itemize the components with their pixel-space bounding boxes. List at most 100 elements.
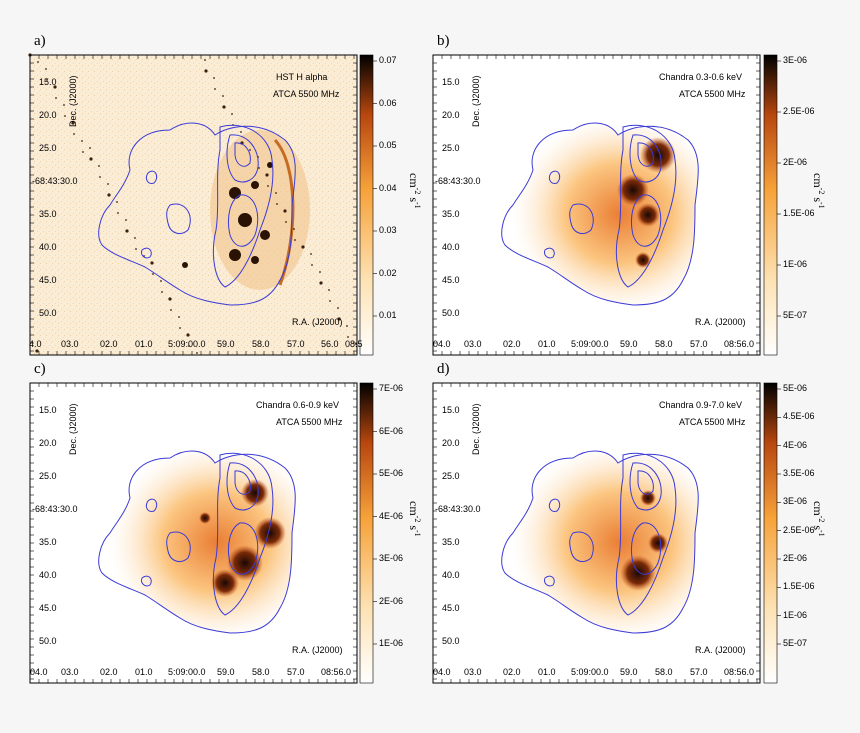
- star: [168, 297, 172, 301]
- plot-frame: [432, 382, 761, 684]
- star: [179, 327, 181, 329]
- xray-hotspot: [211, 569, 239, 597]
- radio-contour: [630, 194, 662, 247]
- star: [134, 237, 136, 239]
- star: [186, 333, 190, 337]
- panel-d: [432, 382, 761, 684]
- halpha-knot: [260, 230, 270, 240]
- star: [55, 97, 57, 99]
- star: [240, 131, 242, 133]
- star: [63, 104, 65, 106]
- star: [301, 245, 305, 249]
- star: [283, 209, 287, 213]
- colorbar: [359, 382, 374, 684]
- star: [73, 133, 75, 135]
- star: [99, 176, 101, 178]
- halpha-knot: [182, 262, 188, 268]
- star: [188, 345, 190, 347]
- xray-hotspot: [635, 252, 651, 268]
- star: [328, 289, 330, 291]
- radio-contour: [226, 462, 259, 511]
- radio-contour: [629, 462, 662, 511]
- radio-contour: [629, 134, 662, 183]
- xray-hotspot: [636, 203, 660, 227]
- star: [150, 261, 154, 265]
- star: [196, 352, 198, 354]
- star: [45, 68, 47, 70]
- halpha-emission: [210, 130, 310, 290]
- star: [276, 203, 278, 205]
- halpha-knot: [251, 256, 259, 264]
- star: [135, 248, 137, 250]
- star: [170, 309, 172, 311]
- star: [222, 105, 226, 109]
- star: [265, 173, 269, 177]
- halpha-knot: [238, 213, 252, 227]
- star: [160, 280, 162, 282]
- star: [275, 192, 277, 194]
- star: [355, 343, 357, 345]
- star: [46, 79, 48, 81]
- xray-hotspot: [648, 533, 668, 553]
- halpha-knot: [229, 249, 241, 261]
- radio-contour: [548, 170, 561, 184]
- star: [204, 69, 208, 73]
- radio-contour: [212, 452, 274, 616]
- star: [53, 85, 57, 89]
- star: [285, 221, 287, 223]
- xray-hotspot: [620, 555, 656, 591]
- radio-contour-outer: [98, 122, 296, 306]
- star: [125, 219, 127, 221]
- star: [214, 88, 216, 90]
- radio-contour: [227, 194, 259, 247]
- radio-contour: [212, 124, 274, 288]
- radio-contour: [141, 247, 152, 259]
- star: [71, 121, 75, 125]
- radio-contour: [141, 575, 152, 587]
- star: [35, 349, 39, 353]
- star: [64, 115, 66, 117]
- star: [337, 307, 339, 309]
- star: [319, 271, 321, 273]
- colorbar: [763, 382, 778, 684]
- star: [249, 149, 251, 151]
- star: [89, 157, 93, 161]
- radio-contour: [569, 203, 594, 234]
- radio-contour: [548, 498, 561, 512]
- radio-contour: [234, 470, 251, 495]
- star: [311, 264, 313, 266]
- star: [329, 300, 331, 302]
- star: [213, 77, 215, 79]
- halpha-knot: [229, 187, 241, 199]
- colorbar: [763, 54, 778, 356]
- star: [89, 147, 91, 149]
- star: [294, 239, 296, 241]
- xray-hotspot: [254, 517, 286, 549]
- radio-contour: [615, 124, 677, 288]
- xray-hotspot: [617, 174, 649, 206]
- panel-c: [29, 382, 358, 684]
- radio-contour: [145, 498, 158, 512]
- star: [231, 113, 233, 115]
- star: [319, 281, 323, 285]
- plot-frame: [29, 382, 358, 684]
- radio-contour: [166, 531, 191, 562]
- radio-contour: [569, 531, 594, 562]
- radio-contour: [637, 142, 654, 167]
- xray-hotspot: [199, 512, 211, 524]
- radio-contour: [226, 134, 259, 183]
- panel-b: [432, 54, 761, 356]
- star: [152, 273, 154, 275]
- star: [222, 95, 224, 97]
- radio-contour: [544, 247, 555, 259]
- radio-contour: [637, 470, 654, 495]
- star: [267, 185, 269, 187]
- star: [107, 193, 111, 197]
- panel-a: [28, 53, 358, 356]
- star: [346, 325, 348, 327]
- xray-hotspot: [241, 479, 269, 507]
- star: [178, 316, 180, 318]
- plot-frame: [432, 54, 761, 356]
- star: [107, 183, 109, 185]
